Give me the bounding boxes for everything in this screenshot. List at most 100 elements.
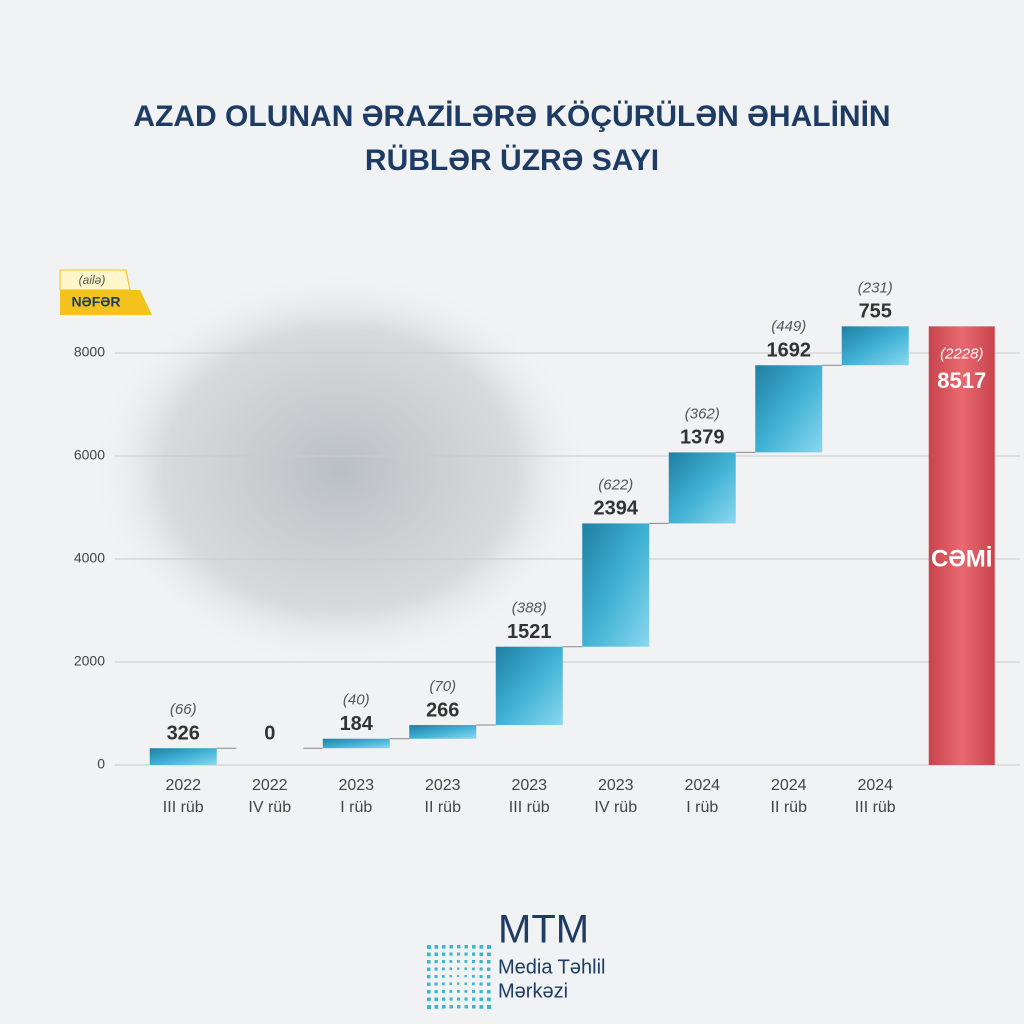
chart-title: AZAD OLUNAN ƏRAZİLƏRƏ KÖÇÜRÜLƏN ƏHALİNİN… [133, 100, 891, 177]
logo-icon [427, 945, 491, 1009]
logo-dot [487, 990, 491, 994]
logo-dot [457, 990, 460, 993]
x-tick-label: II rüb [771, 799, 808, 816]
logo-dot [449, 945, 453, 949]
logo-dot [434, 945, 439, 949]
logo-dot [479, 982, 483, 986]
x-tick-label: II rüb [425, 799, 462, 816]
logo-dot [487, 1005, 491, 1009]
logo-dot [442, 997, 446, 1001]
logo-dot [472, 1005, 476, 1009]
logo-dot [479, 945, 484, 949]
x-tick-label: 2024 [771, 777, 807, 794]
logo-dot [464, 982, 467, 985]
logo-dot [457, 1005, 461, 1009]
bar [495, 646, 563, 726]
logo-dot [449, 952, 453, 956]
logo-dot [479, 960, 483, 964]
x-tick-label: IV rüb [594, 799, 637, 816]
logo-dot [479, 967, 483, 971]
logo-dot [442, 982, 445, 986]
y-tick-label: 2000 [74, 653, 105, 669]
logo-dot [487, 952, 491, 957]
value-label: 0 [264, 722, 275, 744]
logo-dot [464, 1005, 468, 1009]
bar [582, 523, 650, 647]
y-tick-label: 8000 [74, 344, 105, 360]
x-tick-label: I rüb [340, 799, 372, 816]
logo-dot [449, 997, 453, 1001]
logo-dot [487, 982, 491, 986]
logo-dot [427, 960, 431, 964]
logo-dot [472, 990, 475, 993]
value-label: 1692 [767, 340, 812, 362]
logo-dot [487, 945, 491, 949]
logo-dot [472, 997, 476, 1001]
logo-line: Media Təhlil [498, 956, 605, 978]
unit-sub-label: (ailə) [79, 273, 106, 287]
x-tick-label: III rüb [163, 799, 204, 816]
logo-dot [449, 975, 452, 978]
logo-line: Mərkəzi [498, 980, 568, 1002]
family-label: (70) [429, 678, 456, 695]
logo-dot [457, 945, 461, 949]
logo-dot [472, 945, 476, 949]
value-label: 266 [426, 699, 459, 721]
logo-dot [464, 967, 467, 970]
logo-dot [434, 960, 438, 964]
logo-dot [427, 982, 431, 986]
logo-dot [457, 967, 460, 970]
logo-dot [487, 960, 491, 964]
logo-dot [457, 952, 461, 956]
logo-dot [457, 975, 459, 977]
logo-dot [434, 975, 438, 979]
logo-dot [427, 967, 431, 971]
bar [322, 738, 390, 749]
bar [668, 452, 736, 524]
y-tick-label: 6000 [74, 447, 105, 463]
logo-dot [479, 990, 483, 994]
logo-dot [434, 967, 438, 971]
x-tick-label: 2022 [165, 777, 201, 794]
value-label: 1379 [680, 427, 725, 449]
x-tick-label: 2023 [425, 777, 461, 794]
bar [149, 748, 217, 765]
logo-dot [449, 982, 452, 985]
logo-dot [442, 1005, 446, 1009]
unit-badge-top [59, 269, 131, 291]
logo-dot [472, 960, 475, 963]
logo-dot [434, 997, 438, 1001]
logo-dot [479, 1005, 484, 1009]
logo-dot [457, 960, 460, 963]
logo-dot [464, 997, 468, 1001]
x-tick-label: III rüb [855, 799, 896, 816]
x-tick-label: 2024 [857, 777, 893, 794]
x-tick-label: 2023 [338, 777, 374, 794]
logo-dot [442, 975, 445, 978]
logo-dot [427, 975, 431, 979]
unit-label: NƏFƏR [71, 294, 120, 310]
logo-dot [464, 952, 468, 956]
unit-badge [60, 290, 152, 315]
logo-dot [427, 945, 431, 949]
logo-dot [427, 997, 431, 1002]
total-bar [928, 326, 995, 765]
family-label: (362) [685, 405, 720, 422]
logo-dot [427, 1005, 431, 1009]
logo-dot [479, 952, 483, 956]
total-value-label: 8517 [937, 368, 986, 393]
logo-dot [442, 952, 446, 956]
logo-dot [434, 1005, 439, 1009]
logo-dot [472, 982, 475, 986]
family-label: (231) [858, 279, 893, 296]
logo-dot [442, 967, 445, 971]
value-label: 1521 [507, 621, 552, 643]
total-family-label: (2228) [940, 345, 983, 362]
logo-dot [479, 975, 483, 979]
family-label: (66) [170, 701, 197, 718]
logo-dot [464, 945, 468, 949]
logo-name: MTM [498, 908, 589, 952]
x-tick-label: 2024 [684, 777, 720, 794]
